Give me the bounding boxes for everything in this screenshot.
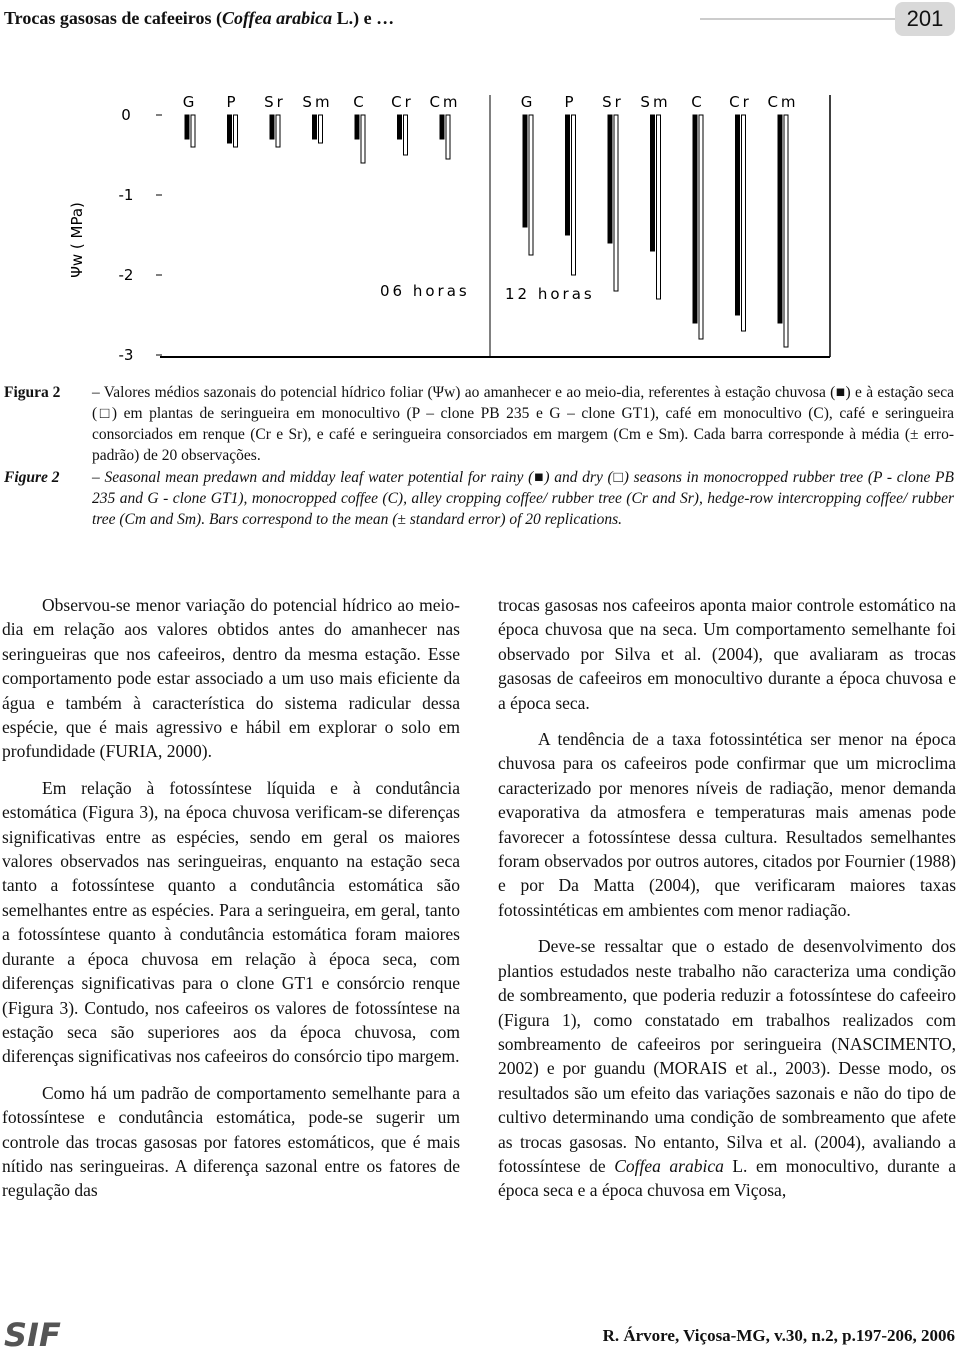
bar — [275, 114, 281, 148]
bar — [528, 114, 534, 256]
caption-label: Figura 2 — [4, 384, 61, 401]
paragraph: Observou-se menor variação do potencial … — [2, 595, 460, 762]
text: L. em monocultivo, durante a época seca … — [498, 1155, 956, 1201]
left-column: Observou-se menor variação do potencial … — [2, 593, 460, 1215]
paragraph: Em relação à fotossíntese líquida e à co… — [2, 777, 460, 1067]
bar — [613, 114, 619, 292]
bar — [233, 114, 238, 148]
x-tick-label: Sr — [264, 93, 286, 111]
annotation: 12 horas — [505, 285, 595, 303]
bar — [607, 114, 613, 244]
bar — [741, 114, 746, 332]
caption-text: – Seasonal mean predawn and midday leaf … — [92, 469, 954, 528]
bar — [354, 114, 360, 140]
caption-label: Figure 2 — [4, 469, 60, 486]
right-column: trocas gasosas nos cafeeiros aponta maio… — [498, 593, 956, 1215]
bar — [445, 114, 451, 160]
bar — [184, 114, 190, 140]
x-tick-label: Sm — [640, 93, 670, 111]
x-tick-label: G — [521, 93, 536, 111]
header-italic: Coffea arabica — [221, 8, 333, 28]
header-text: L.) e … — [332, 8, 395, 28]
chart: Ψw ( MPa) 06 horas 12 horas 0 -1 -2 -3 G P Sr S… — [68, 93, 831, 364]
page-number: 201 — [895, 2, 955, 36]
paragraph: Deve-se ressaltar que o estado de desenv… — [498, 934, 956, 1202]
x-tick-label: G — [183, 93, 198, 111]
caption-pt: Figura 2 – Valores médios sazonais do pot… — [4, 382, 954, 466]
y-tick-label: 0 — [121, 106, 131, 124]
bar — [783, 114, 789, 348]
bar — [318, 114, 323, 144]
x-tick-label: P — [226, 93, 238, 111]
bar — [650, 114, 655, 252]
bar — [403, 114, 408, 156]
paragraph: A tendência de a taxa fotossintética ser… — [498, 729, 956, 920]
y-tick-label: -2 — [119, 266, 134, 284]
bar — [777, 114, 783, 324]
bar — [312, 114, 317, 140]
footer-citation: R. Árvore, Viçosa-MG, v.30, n.2, p.197-2… — [602, 1326, 955, 1345]
bar — [735, 114, 740, 316]
bar — [698, 114, 704, 340]
annotation: 06 horas — [380, 282, 470, 300]
caption-text: – Valores médios sazonais do potencial h… — [92, 384, 954, 464]
caption-en: Figure 2 – Seasonal mean predawn and midd… — [4, 467, 954, 530]
bar — [190, 114, 196, 148]
x-tick-label: Sr — [602, 93, 624, 111]
x-tick-label: C — [353, 93, 366, 111]
bar — [397, 114, 402, 140]
bar — [439, 114, 445, 140]
bar — [360, 114, 366, 164]
x-tick-label: P — [564, 93, 576, 111]
x-tick-label: Cr — [391, 93, 414, 111]
paragraph: Como há um padrão de comportamento semel… — [2, 1082, 460, 1201]
italic-text: Coffea arabica — [614, 1155, 724, 1176]
logo: SIF — [4, 1316, 61, 1354]
x-tick-label: Cm — [767, 93, 798, 111]
header-text: Trocas gasosas de cafeeiros ( — [4, 8, 222, 28]
bar — [656, 114, 661, 300]
bar — [269, 114, 275, 140]
x-tick-label: C — [691, 93, 704, 111]
y-tick-label: -3 — [119, 346, 134, 364]
bar — [571, 114, 576, 276]
x-tick-label: Sm — [302, 93, 332, 111]
bar — [522, 114, 528, 228]
bar — [565, 114, 570, 236]
paragraph: trocas gasosas nos cafeeiros aponta maio… — [498, 595, 956, 713]
bar — [227, 114, 232, 144]
header-rule — [700, 18, 895, 20]
y-tick-label: -1 — [119, 186, 134, 204]
y-axis-label: Ψw ( MPa) — [68, 202, 86, 278]
x-tick-label: Cr — [729, 93, 752, 111]
x-tick-label: Cm — [429, 93, 460, 111]
bar — [692, 114, 698, 324]
running-header: Trocas gasosas de cafeeiros (Coffea arab… — [4, 8, 394, 29]
text: Deve-se ressaltar que o estado de desenv… — [498, 936, 956, 1176]
